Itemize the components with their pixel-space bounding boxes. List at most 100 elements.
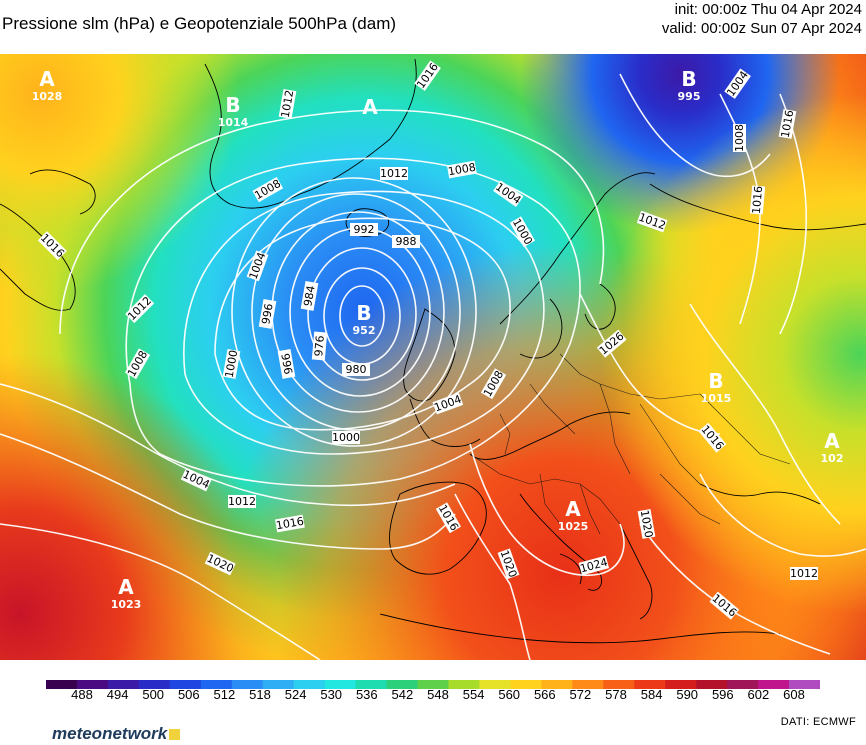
colorbar-tick-label: 542: [391, 687, 414, 702]
isobar-label: 1016: [779, 109, 797, 139]
colorbar-swatch: [510, 680, 542, 689]
center-letter: A: [118, 575, 134, 599]
isobar-label: 992: [354, 223, 375, 236]
isobar-label: 1012: [380, 167, 408, 180]
colorbar-swatch: [355, 680, 388, 689]
colorbar-swatch: [665, 680, 697, 689]
colorbar-swatch: [572, 680, 604, 689]
coastlines: [0, 58, 866, 644]
colorbar-swatch: [107, 680, 140, 689]
pressure-centers: A 1028 B 1014 A B 995 B 952 B 1015: [32, 67, 844, 611]
center-letter: B: [708, 369, 723, 393]
colorbar-swatch: [386, 680, 419, 689]
colorbar-swatch: [479, 680, 511, 689]
colorbar-tick-label: 524: [284, 687, 307, 702]
colorbar-swatch: [138, 680, 171, 689]
colorbar-swatch: [634, 680, 666, 689]
pressure-center: A 1028: [32, 67, 63, 103]
isobar-label: 1012: [228, 495, 256, 508]
colorbar-tick-label: 572: [569, 687, 592, 702]
center-letter: A: [362, 95, 378, 119]
isobar-label: 1000: [223, 349, 241, 379]
colorbar-tick-label: 602: [747, 687, 770, 702]
colorbar-tick-label: 566: [533, 687, 556, 702]
isobar-label: 1020: [638, 509, 656, 539]
colorbar-swatch: [603, 680, 635, 689]
center-letter: A: [565, 497, 581, 521]
colorbar-swatch: [262, 680, 295, 689]
center-value: 952: [353, 324, 376, 337]
center-value: 1028: [32, 90, 63, 103]
isobar-label: 996: [259, 302, 275, 325]
colorbar-tick-label: 518: [249, 687, 271, 702]
center-value: 1015: [701, 392, 732, 405]
chart-title: Pressione slm (hPa) e Geopotenziale 500h…: [2, 14, 397, 33]
colorbar-tick-label: 584: [640, 687, 663, 702]
isobar-label: 988: [396, 235, 417, 248]
colorbar-swatch: [231, 680, 264, 689]
pressure-center: B 952: [353, 301, 376, 337]
colorbar-tick-label: 590: [676, 687, 699, 702]
colorbar-tick-label: 530: [320, 687, 343, 702]
center-letter: B: [356, 301, 371, 325]
valid-time: valid: 00:00z Sun 07 Apr 2024: [661, 20, 862, 37]
isobar-label: 1016: [750, 185, 765, 214]
colorbar-swatch: [169, 680, 202, 689]
colorbar-tick-label: 548: [427, 687, 449, 702]
colorbar-tick-label: 596: [711, 687, 734, 702]
data-source: DATI: ECMWF: [780, 716, 856, 728]
colorbar: [46, 676, 821, 689]
init-time: init: 00:00z Thu 04 Apr 2024: [674, 1, 862, 18]
isobar-label: 984: [301, 284, 317, 307]
pressure-center: A 102: [821, 429, 844, 465]
isobar-label: 1008: [733, 124, 746, 152]
colorbar-tick-label: 512: [213, 687, 236, 702]
center-letter: B: [225, 93, 240, 117]
isobar-label: 976: [312, 335, 327, 357]
colorbar-tick-label: 608: [783, 687, 805, 702]
colorbar-tick-label: 560: [498, 687, 521, 702]
colorbar-swatch: [46, 680, 78, 689]
center-letter: B: [681, 67, 696, 91]
pressure-center: B 995: [678, 67, 701, 103]
colorbar-swatch: [324, 680, 357, 689]
forecast-map: 1016 1012 1016 1012 1008 1004 1012 1008 …: [0, 54, 866, 660]
colorbar-swatch: [789, 680, 821, 689]
colorbar-tick-label: 494: [106, 687, 129, 702]
colorbar-tick-label: 536: [355, 687, 378, 702]
colorbar-tick-label: 506: [177, 687, 200, 702]
center-letter: A: [824, 429, 840, 453]
isobar-label: 1012: [790, 567, 818, 580]
isobar-label: 1008: [447, 161, 477, 179]
colorbar-swatch: [76, 680, 109, 689]
pressure-center: B 1014: [218, 93, 249, 129]
isobar-label: 1016: [275, 515, 305, 533]
colorbar-swatch: [696, 680, 728, 689]
isobar-label: 996: [278, 352, 294, 375]
colorbar-swatch: [293, 680, 326, 689]
center-value: 995: [678, 90, 701, 103]
colorbar-tick-label: 500: [142, 687, 165, 702]
pressure-center: A: [362, 95, 378, 119]
colorbar-swatch: [758, 680, 790, 689]
colorbar-tick-label: 578: [605, 687, 627, 702]
run-info: init: 00:00z Thu 04 Apr 2024 valid: 00:0…: [662, 0, 862, 38]
colorbar-swatch: [541, 680, 573, 689]
center-value: 1025: [558, 520, 589, 533]
pressure-center: A 1023: [111, 575, 142, 611]
colorbar-swatch: [727, 680, 759, 689]
colorbar-tick-label: 488: [71, 687, 93, 702]
colorbar-swatch: [448, 680, 481, 689]
colorbar-swatch: [417, 680, 450, 689]
isobar-label: 1012: [279, 89, 297, 119]
pressure-center: A 1025: [558, 497, 589, 533]
colorbar-swatch: [200, 680, 233, 689]
meteonetwork-logo: meteonetwork: [52, 724, 181, 744]
logo-square-icon: [169, 729, 181, 740]
country-borders: [469, 353, 791, 535]
colorbar-ticks: 488 494 500 506 512 518 524 530 536 542 548 554 560 5…: [0, 687, 866, 705]
center-letter: A: [39, 67, 55, 91]
isobar-label: 980: [346, 363, 367, 376]
isobar-label: 1000: [332, 431, 360, 444]
center-value: 102: [821, 452, 844, 465]
